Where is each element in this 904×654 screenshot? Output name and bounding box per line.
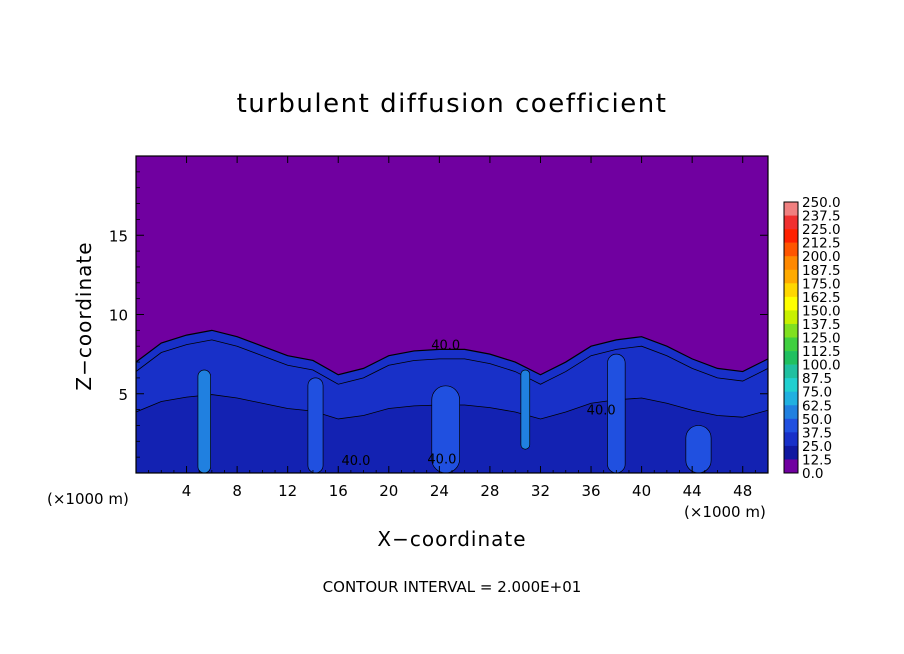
colorbar-swatch <box>784 432 798 447</box>
colorbar-swatch <box>784 215 798 230</box>
colorbar-swatch <box>784 364 798 379</box>
x-tick-label: 28 <box>480 482 499 500</box>
plume <box>685 425 712 473</box>
x-tick-label: 20 <box>379 482 398 500</box>
colorbar-label: 212.5 <box>802 236 841 252</box>
x-tick-label: 8 <box>232 482 242 500</box>
colorbar-swatch <box>784 378 798 392</box>
y-axis: 5 10 15 <box>109 171 768 458</box>
x-tick-label: 24 <box>430 482 449 500</box>
colorbar-swatch <box>784 269 798 284</box>
plume <box>607 353 626 473</box>
colorbar-label: 112.5 <box>802 344 841 360</box>
colorbar-label: 100.0 <box>802 358 841 374</box>
colorbar-swatch <box>784 337 798 352</box>
colorbar-swatch <box>784 351 798 365</box>
x-tick-label: 16 <box>329 482 348 500</box>
colorbar-label: 250.0 <box>802 195 841 211</box>
y-tick-label: 10 <box>109 307 128 325</box>
plume <box>520 369 531 450</box>
plume <box>307 377 324 473</box>
contour-label: 40.0 <box>341 454 370 469</box>
x-tick-label: 4 <box>182 482 192 500</box>
colorbar-label: 25.0 <box>802 439 832 455</box>
contour-label: 40.0 <box>427 452 456 467</box>
colorbar-label: 62.5 <box>802 398 832 414</box>
colorbar-swatch <box>784 310 798 325</box>
plot-area: 40.0 40.0 40.0 40.0 <box>135 155 769 474</box>
colorbar-label: 150.0 <box>802 303 841 319</box>
x-tick-label: 36 <box>581 482 600 500</box>
x-tick-label: 48 <box>733 482 752 500</box>
x-tick-label: 44 <box>683 482 702 500</box>
colorbar-label: 162.5 <box>802 290 841 306</box>
contour-interval-text: CONTOUR INTERVAL = 2.000E+01 <box>323 578 582 596</box>
plume <box>197 369 211 473</box>
contour-label: 40.0 <box>587 403 616 418</box>
contour-labels: 40.0 40.0 40.0 40.0 <box>341 338 615 469</box>
colorbar-swatch <box>784 283 798 298</box>
colorbar-label: 37.5 <box>802 425 832 441</box>
colorbar-swatch <box>784 323 798 338</box>
colorbar-swatch <box>784 256 798 271</box>
colorbar-label: 125.0 <box>802 331 841 347</box>
colorbar-swatch <box>784 459 798 474</box>
chart-title: turbulent diffusion coefficient <box>237 89 668 119</box>
colorbar-swatch <box>784 229 798 243</box>
colorbar-frame <box>783 201 799 474</box>
colorbar-label: 0.0 <box>802 466 823 482</box>
plume <box>431 385 460 473</box>
z-unit-label: (×1000 m) <box>47 490 129 508</box>
colorbar-label: 87.5 <box>802 371 832 387</box>
colorbar-swatch <box>784 405 798 420</box>
colorbar-label: 50.0 <box>802 412 832 428</box>
x-tick-label: 40 <box>632 482 651 500</box>
colorbar-swatch <box>784 296 798 311</box>
contour-label: 40.0 <box>431 338 460 353</box>
colorbar-label: 237.5 <box>802 209 841 225</box>
y-tick-label: 15 <box>109 227 128 245</box>
colorbar-swatch <box>784 418 798 433</box>
y-tick-label: 5 <box>118 386 128 404</box>
colorbar-label: 12.5 <box>802 452 832 468</box>
diffusion-field <box>136 329 768 473</box>
colorbar-label: 75.0 <box>802 385 832 401</box>
x-axis: 4 8 12 16 20 24 28 32 36 40 44 48 <box>148 156 756 500</box>
colorbar-swatch <box>784 391 798 406</box>
x-unit-label: (×1000 m) <box>684 503 766 521</box>
colorbar: 250.0237.5225.0212.5200.0187.5175.0162.5… <box>783 195 841 482</box>
x-axis-label: X−coordinate <box>377 527 526 551</box>
colorbar-swatch <box>784 242 798 257</box>
colorbar-label: 187.5 <box>802 263 841 279</box>
colorbar-label: 200.0 <box>802 249 841 265</box>
colorbar-label: 175.0 <box>802 276 841 292</box>
colorbar-swatch <box>784 202 798 216</box>
colorbar-label: 225.0 <box>802 222 841 238</box>
colorbar-label: 137.5 <box>802 317 841 333</box>
x-tick-label: 12 <box>278 482 297 500</box>
contour-line <box>136 339 768 385</box>
x-tick-label: 32 <box>531 482 550 500</box>
y-axis-label: Z−coordinate <box>72 241 96 390</box>
colorbar-swatch <box>784 445 798 460</box>
